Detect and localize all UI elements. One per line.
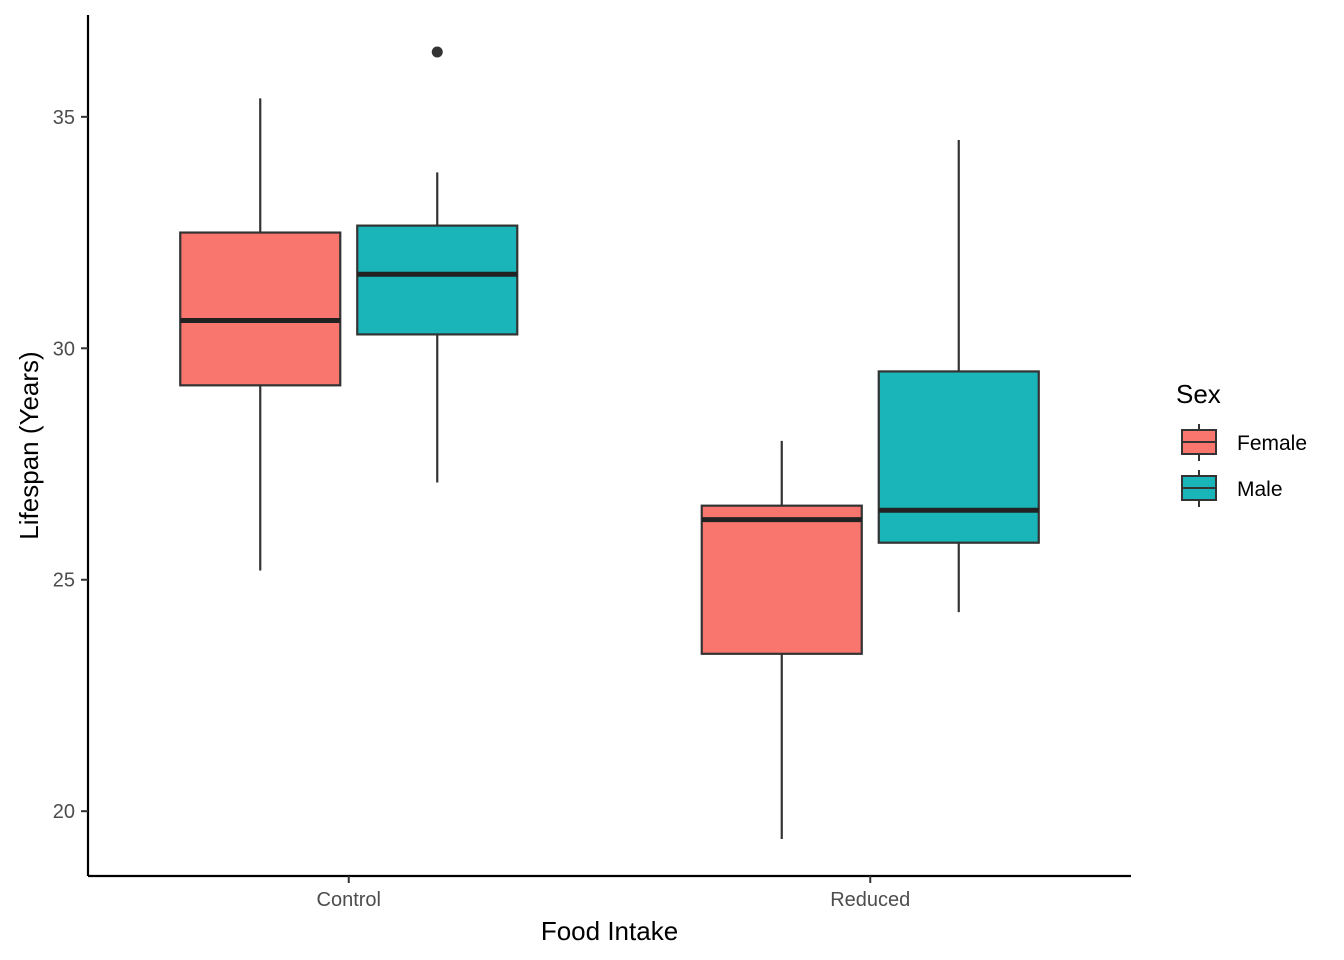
y-tick-label: 25: [53, 570, 75, 592]
y-tick-label: 35: [53, 107, 75, 129]
x-axis-title: Food Intake: [541, 916, 678, 946]
box-body: [700, 504, 863, 655]
legend-label-male: Male: [1237, 478, 1283, 501]
legend: Sex Female Male: [1176, 379, 1307, 507]
box-male-control: [356, 46, 519, 483]
y-axis-ticks: 20 25 30 35: [53, 107, 88, 823]
y-tick-label: 20: [53, 801, 75, 823]
box-female-control: [179, 98, 342, 571]
legend-title: Sex: [1176, 379, 1221, 409]
x-axis-ticks: Control Reduced: [317, 876, 910, 911]
x-tick-label: Control: [317, 889, 381, 911]
x-tick-label: Reduced: [830, 889, 910, 911]
outlier-point: [431, 46, 443, 58]
box-female-reduced: [700, 440, 863, 839]
box-body: [877, 370, 1040, 544]
legend-label-female: Female: [1237, 432, 1307, 455]
box-male-reduced: [877, 139, 1040, 613]
legend-key-male: Male: [1181, 470, 1283, 507]
legend-key-female: Female: [1181, 424, 1307, 461]
plot-marks: [179, 46, 1040, 839]
y-axis-title: Lifespan (Years): [14, 351, 44, 539]
box-body: [356, 224, 519, 336]
y-tick-label: 30: [53, 338, 75, 360]
box-body: [179, 231, 342, 387]
